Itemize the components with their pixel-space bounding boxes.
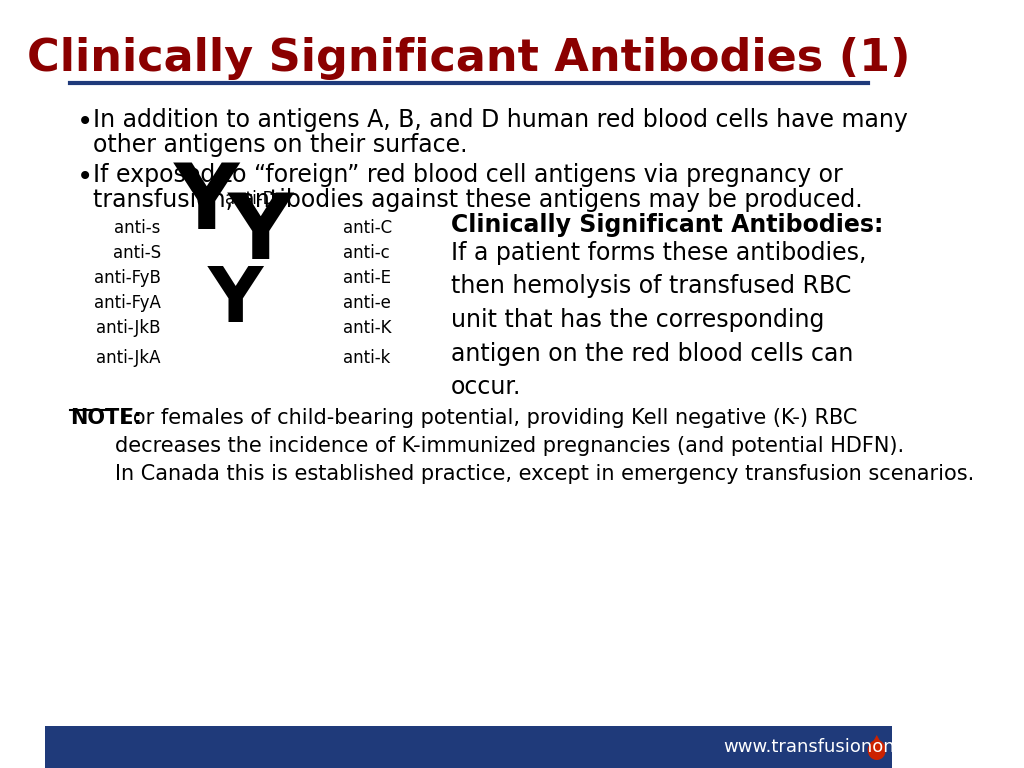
Text: anti-JkB: anti-JkB [96,319,161,337]
Text: anti-s: anti-s [115,219,161,237]
Text: Clinically Significant Antibodies (1): Clinically Significant Antibodies (1) [27,37,910,80]
Text: anti-S: anti-S [113,244,161,262]
Text: other antigens on their surface.: other antigens on their surface. [93,133,467,157]
Text: www.transfusionontario.org: www.transfusionontario.org [724,738,972,756]
Text: anti-e: anti-e [343,294,391,312]
Text: anti-FyA: anti-FyA [94,294,161,312]
Text: In addition to antigens A, B, and D human red blood cells have many: In addition to antigens A, B, and D huma… [93,108,908,132]
Text: anti-D: anti-D [225,190,275,208]
Text: anti-C: anti-C [343,219,392,237]
Text: anti-k: anti-k [343,349,390,367]
Ellipse shape [867,740,886,760]
Text: Y: Y [227,190,293,278]
Bar [45,726,893,768]
Text: If exposed to “foreign” red blood cell antigens via pregnancy or: If exposed to “foreign” red blood cell a… [93,163,843,187]
Text: NOTE:: NOTE: [70,408,141,428]
Text: anti-c: anti-c [343,244,390,262]
Text: For females of child-bearing potential, providing Kell negative (K-) RBC
decreas: For females of child-bearing potential, … [116,408,975,484]
Text: •: • [77,163,92,191]
Text: Y: Y [174,160,239,248]
Text: anti-FyB: anti-FyB [94,269,161,287]
Text: Clinically Significant Antibodies:: Clinically Significant Antibodies: [451,213,883,237]
Text: anti-E: anti-E [343,269,391,287]
Text: Y: Y [208,264,263,338]
Text: anti-JkA: anti-JkA [96,349,161,367]
Text: transfusion, antibodies against these antigens may be produced.: transfusion, antibodies against these an… [93,188,862,212]
Text: If a patient forms these antibodies,
then hemolysis of transfused RBC
unit that : If a patient forms these antibodies, the… [451,241,866,399]
Text: anti-K: anti-K [343,319,391,337]
Polygon shape [871,735,882,744]
Text: •: • [77,108,92,136]
